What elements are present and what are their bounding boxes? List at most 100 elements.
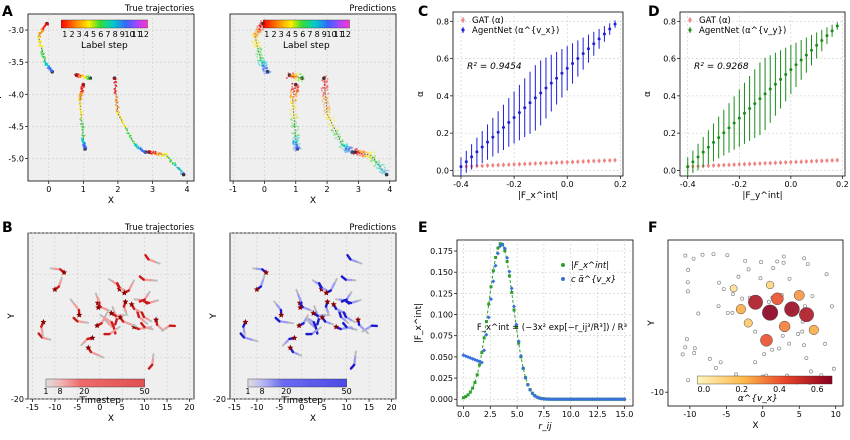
label-step-point xyxy=(336,137,338,139)
label-step-point xyxy=(368,151,370,153)
x-tick-label: 10 xyxy=(140,403,150,412)
data-point xyxy=(470,155,473,158)
label-step-point xyxy=(334,120,336,122)
x-tick-label: 20 xyxy=(184,403,194,412)
colorbar xyxy=(697,376,832,384)
label-step-point xyxy=(179,168,181,170)
data-point xyxy=(486,141,489,144)
panel-letter-c: C xyxy=(418,4,428,20)
label-step-point xyxy=(321,79,323,81)
label-step-point xyxy=(82,130,84,132)
label-step-point xyxy=(334,137,336,139)
label-step-point xyxy=(261,62,263,64)
data-point xyxy=(497,131,500,134)
data-point xyxy=(539,162,542,165)
data-point xyxy=(810,49,813,52)
label-step-point xyxy=(42,57,44,59)
weighted-agent-point xyxy=(784,302,799,317)
x-tick-label: 10.0 xyxy=(562,410,580,419)
label-step-point xyxy=(261,27,263,29)
label-step-point xyxy=(297,126,299,128)
x-tick-label: 5.0 xyxy=(511,410,524,419)
y-tick-label: 0.8 xyxy=(436,17,449,26)
data-point xyxy=(717,164,720,167)
label-step-point xyxy=(329,112,331,114)
label-step-point xyxy=(265,62,267,64)
x-axis-label: X xyxy=(310,414,316,424)
data-point xyxy=(748,162,751,165)
label-step-point xyxy=(257,61,259,63)
y-axis-label: Y xyxy=(7,313,17,320)
label-step-point xyxy=(324,83,326,85)
label-step-point xyxy=(293,79,295,81)
label-step-point xyxy=(113,88,115,90)
label-step-point xyxy=(163,153,165,155)
data-point xyxy=(738,117,741,120)
label-step-point xyxy=(294,77,296,79)
label-step-point xyxy=(289,74,291,76)
colorbar-tick-label: 20 xyxy=(79,387,89,396)
label-step-point xyxy=(373,152,375,154)
label-step-point xyxy=(115,81,117,83)
label-step-point xyxy=(114,78,116,80)
label-step-point xyxy=(264,21,266,23)
colorbar xyxy=(248,379,347,387)
colorbar-tick-label: 2 xyxy=(69,30,74,39)
label-step-point xyxy=(181,171,183,173)
label-step-point xyxy=(351,152,353,154)
data-point xyxy=(592,160,595,163)
data-point xyxy=(566,67,569,70)
label-step-point xyxy=(291,88,293,90)
label-step-point xyxy=(369,156,371,158)
label-step-point xyxy=(291,126,293,128)
colorbar-tick-label: 12 xyxy=(139,30,149,39)
label-step-point xyxy=(293,100,295,102)
label-step-point xyxy=(259,46,261,48)
data-point xyxy=(784,73,787,76)
data-point xyxy=(571,62,574,65)
colorbar-tick-label: 1 xyxy=(245,387,250,396)
data-point xyxy=(459,165,462,168)
label-step-point xyxy=(293,125,295,127)
label-step-point xyxy=(262,58,264,60)
label-step-point xyxy=(295,122,297,124)
label-step-point xyxy=(348,150,350,152)
label-step-point xyxy=(89,79,91,81)
y-tick-label: -10 xyxy=(651,388,664,397)
data-point xyxy=(475,150,478,153)
label-step-point xyxy=(292,139,294,141)
data-point xyxy=(722,164,725,167)
label-step-point xyxy=(264,61,266,63)
label-step-point xyxy=(383,164,385,166)
y-axis-label: α xyxy=(643,91,653,97)
label-step-point xyxy=(290,118,292,120)
label-step-point xyxy=(41,55,43,57)
label-step-point xyxy=(165,153,167,155)
label-step-point xyxy=(328,110,330,112)
label-step-point xyxy=(375,164,377,166)
label-step-point xyxy=(259,55,261,57)
y-tick-label: 0.6 xyxy=(663,55,676,64)
label-step-point xyxy=(122,122,124,124)
y-tick-label: -3.0 xyxy=(8,26,24,35)
label-step-point xyxy=(180,173,182,175)
data-point xyxy=(831,159,834,162)
x-tick-label: 15 xyxy=(364,403,374,412)
label-step-point xyxy=(49,67,51,69)
colorbar-tick-label: 8 xyxy=(259,387,264,396)
x-tick-label: 12.5 xyxy=(589,410,607,419)
label-step-point xyxy=(300,73,302,75)
label-step-point xyxy=(41,49,43,51)
x-axis-label: r_ij xyxy=(538,422,552,432)
label-step-point xyxy=(151,153,153,155)
label-step-point xyxy=(351,150,353,152)
label-step-point xyxy=(291,132,293,134)
label-step-point xyxy=(296,116,298,118)
panel-title: Predictions xyxy=(349,4,396,14)
data-point xyxy=(805,160,808,163)
label-step-point xyxy=(298,85,300,87)
data-point xyxy=(795,63,798,66)
label-step-point xyxy=(256,29,258,31)
label-step-point xyxy=(143,151,145,153)
x-axis-label: |F_y^int| xyxy=(742,191,782,201)
